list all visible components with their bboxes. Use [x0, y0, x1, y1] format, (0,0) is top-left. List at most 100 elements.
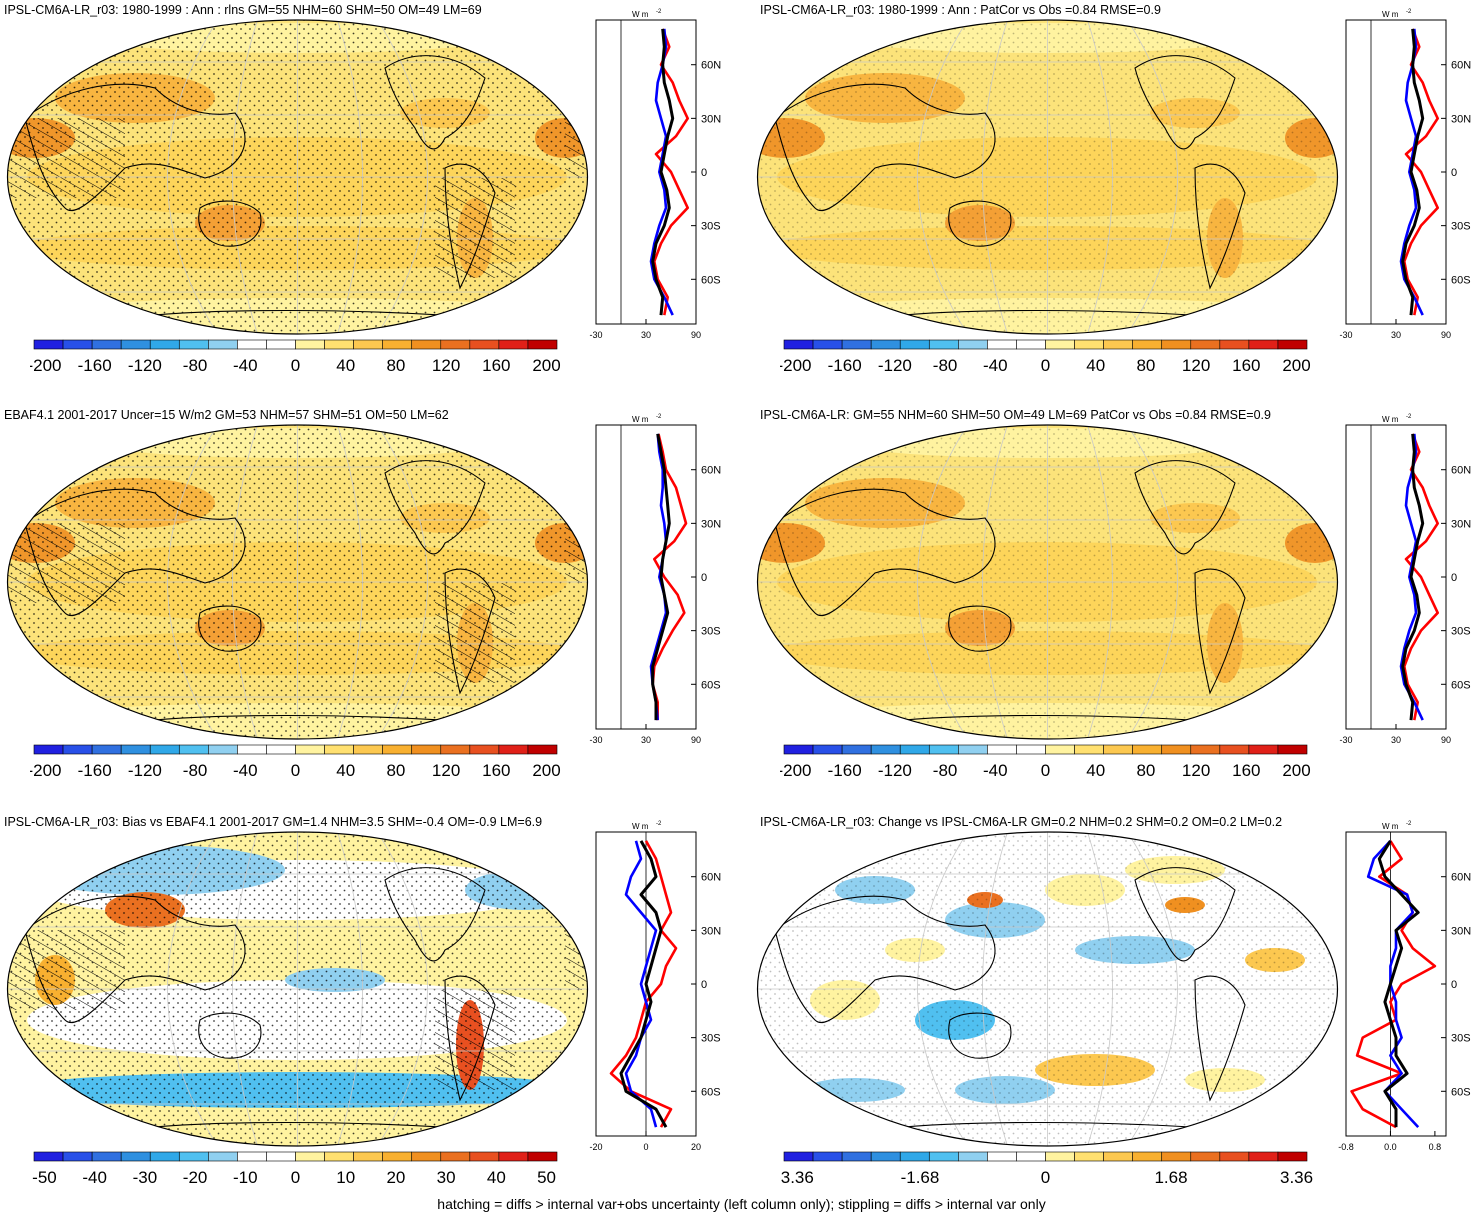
colorbar-swatch: [987, 339, 1017, 350]
map: [6, 19, 589, 335]
colorbar-tick-label: 200: [532, 761, 560, 780]
unit-label: W m: [1382, 10, 1399, 19]
colorbar-swatch: [841, 744, 872, 755]
y-tick-label: 30N: [701, 113, 721, 125]
y-tick-label: 60S: [701, 679, 721, 691]
zonal-line-other: [649, 28, 674, 316]
x-tick-label: 30: [1391, 330, 1401, 340]
colorbar-swatch: [178, 1151, 209, 1162]
colorbar-tick-label: 0: [1041, 1168, 1050, 1187]
colorbar-swatch: [1103, 339, 1133, 350]
chart-title: IPSL-CM6A-LR_r03: 1980-1999 : Ann : rlns…: [4, 3, 482, 17]
colorbar-swatch: [149, 339, 180, 350]
x-tick-label: -0.8: [1338, 1142, 1354, 1152]
x-tick-label: -20: [589, 1142, 602, 1152]
colorbar-swatch: [812, 339, 843, 350]
map: [756, 831, 1339, 1147]
y-tick-label: 60N: [1451, 60, 1471, 72]
colorbar-tick-label: 80: [1136, 356, 1155, 375]
colorbar-swatch: [498, 744, 529, 755]
colorbar-swatch: [1045, 744, 1075, 755]
colorbar-tick-label: 10: [336, 1168, 355, 1187]
hatching: [565, 523, 588, 583]
colorbar-tick-label: 1.68: [1154, 1168, 1187, 1187]
colorbar-swatch: [411, 1151, 442, 1162]
colorbar-swatch: [527, 744, 558, 755]
colorbar-swatch: [1016, 339, 1046, 350]
colorbar-tick-label: -80: [933, 761, 958, 780]
chart-title: EBAF4.1 2001-2017 Uncer=15 W/m2 GM=53 NH…: [4, 408, 449, 422]
colorbar-swatch: [987, 744, 1017, 755]
colorbar-swatch: [1161, 744, 1192, 755]
zonal-line-model: [1377, 840, 1420, 1128]
y-tick-label: 0: [1451, 979, 1457, 991]
zonal-mean-profile: W m -2 60N 30N 0 30S 60S -30 30 90: [1339, 9, 1471, 340]
zonal-line-model: [619, 840, 668, 1128]
colorbar: -200 -160 -120 -80 -40 0 40 80 120 160 200: [30, 339, 561, 375]
colorbar-tick-label: -160: [828, 356, 862, 375]
zonal-line-other: [1399, 433, 1424, 721]
colorbar-tick-label: -80: [183, 356, 208, 375]
colorbar-swatch: [1074, 1151, 1104, 1162]
colorbar-swatch: [527, 1151, 558, 1162]
y-tick-label: 60S: [1451, 274, 1471, 286]
colorbar-tick-label: -200: [30, 761, 61, 780]
unit-label: W m: [632, 822, 649, 831]
colorbar-swatch: [91, 744, 122, 755]
colorbar-tick-label: 40: [336, 761, 355, 780]
colorbar-swatch: [237, 339, 267, 350]
chart-panel: IPSL-CM6A-LR_r03: Bias vs EBAF4.1 2001-2…: [0, 812, 733, 1212]
y-tick-label: 0: [701, 167, 707, 179]
colorbar-swatch: [382, 744, 413, 755]
colorbar-tick-label: 0: [291, 356, 300, 375]
unit-label: W m: [632, 10, 649, 19]
x-tick-label: 90: [691, 330, 701, 340]
unit-label: W m: [1382, 822, 1399, 831]
x-tick-label: -30: [1339, 330, 1352, 340]
y-tick-label: 0: [1451, 167, 1457, 179]
colorbar-swatch: [1219, 1151, 1250, 1162]
colorbar-tick-label: -120: [878, 356, 912, 375]
colorbar-tick-label: 120: [432, 356, 460, 375]
y-tick-label: 30S: [1451, 1033, 1471, 1045]
colorbar-swatch: [62, 744, 93, 755]
x-tick-label: 30: [1391, 735, 1401, 745]
colorbar-swatch: [812, 744, 843, 755]
colorbar-swatch: [33, 744, 64, 755]
colorbar-swatch: [1161, 339, 1192, 350]
colorbar-tick-label: 30: [437, 1168, 456, 1187]
y-tick-label: 0: [701, 979, 707, 991]
colorbar-tick-label: 40: [336, 356, 355, 375]
x-tick-label: 0.8: [1429, 1142, 1442, 1152]
colorbar-swatch: [237, 1151, 267, 1162]
colorbar-swatch: [33, 339, 64, 350]
hatching: [435, 178, 515, 278]
colorbar: -200 -160 -120 -80 -40 0 40 80 120 160 200: [780, 339, 1311, 375]
x-tick-label: -30: [589, 330, 602, 340]
unit-exponent: -2: [656, 9, 662, 15]
zonal-mean-profile: W m -2 60N 30N 0 30S 60S -30 30 90: [589, 9, 721, 340]
zonal-mean-profile: W m -2 60N 30N 0 30S 60S -20 0 20: [589, 821, 721, 1152]
colorbar-swatch: [498, 339, 529, 350]
colorbar: -50 -40 -30 -20 -10 0 10 20 30 40 50: [32, 1151, 558, 1187]
colorbar: -200 -160 -120 -80 -40 0 40 80 120 160 200: [30, 744, 561, 780]
colorbar-swatch: [91, 339, 122, 350]
colorbar-tick-label: 160: [1232, 356, 1260, 375]
colorbar-tick-label: -20: [183, 1168, 208, 1187]
colorbar-swatch: [353, 1151, 383, 1162]
unit-exponent: -2: [656, 414, 662, 420]
profile-frame: [595, 424, 697, 730]
colorbar-tick-label: -10: [233, 1168, 258, 1187]
colorbar-swatch: [1103, 1151, 1133, 1162]
zonal-mean-profile: W m -2 60N 30N 0 30S 60S -30 30 90: [1339, 414, 1471, 745]
chart-title: IPSL-CM6A-LR_r03: Bias vs EBAF4.1 2001-2…: [4, 815, 543, 829]
unit-label: W m: [632, 415, 649, 424]
profile-frame: [1345, 424, 1447, 730]
colorbar-swatch: [1074, 744, 1104, 755]
colorbar-swatch: [411, 339, 442, 350]
y-tick-label: 30S: [701, 626, 721, 638]
colorbar-tick-label: -40: [82, 1168, 107, 1187]
chart-title: IPSL-CM6A-LR_r03: Change vs IPSL-CM6A-LR…: [760, 815, 1283, 829]
colorbar-swatch: [324, 744, 354, 755]
colorbar-swatch: [1219, 339, 1250, 350]
